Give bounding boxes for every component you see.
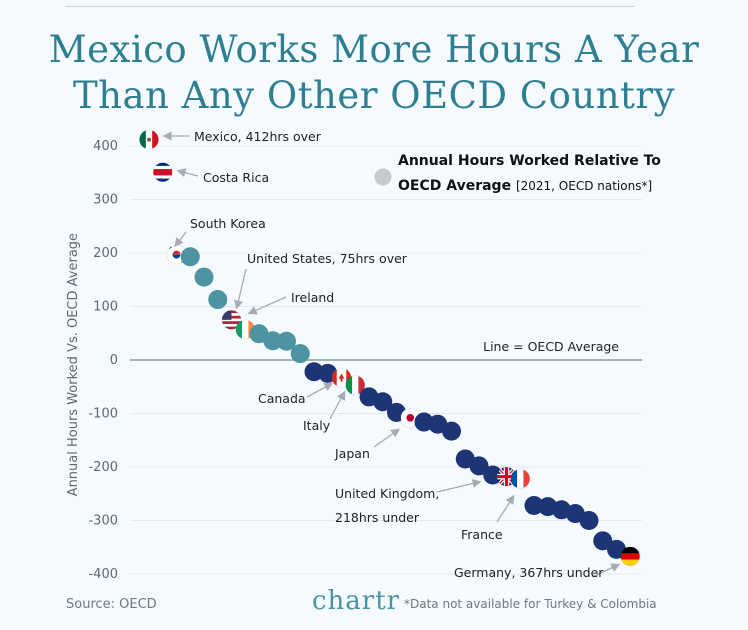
reference-line-label: Line = OECD Average bbox=[483, 339, 619, 354]
annotation-arrow bbox=[496, 494, 515, 523]
data-point bbox=[524, 496, 544, 516]
annotation: Japan bbox=[334, 428, 401, 461]
annotation: United Kingdom, 218hrs under bbox=[335, 479, 482, 525]
y-tick-label: 300 bbox=[93, 193, 118, 208]
top-divider bbox=[65, 6, 635, 7]
annotation-arrow bbox=[591, 563, 621, 578]
annotation-arrow bbox=[174, 231, 187, 248]
data-point bbox=[483, 465, 503, 485]
annotation-label: Costa Rica bbox=[203, 170, 269, 185]
annotation: France bbox=[461, 494, 515, 542]
annotation: Italy bbox=[303, 390, 346, 433]
mexico-flag-point bbox=[139, 130, 159, 150]
data-point bbox=[442, 421, 461, 441]
annotation-label: France bbox=[461, 527, 503, 542]
chart-title-line-2: Than Any Other OECD Country bbox=[72, 74, 676, 117]
italy-flag-point bbox=[345, 375, 365, 395]
chart-title-line-1: Mexico Works More Hours A Year bbox=[48, 28, 700, 71]
legend-title: Annual Hours Worked Relative To bbox=[398, 153, 661, 169]
france-flag-point bbox=[510, 469, 530, 489]
y-tick-label: -300 bbox=[88, 514, 118, 529]
data-point bbox=[208, 290, 228, 310]
data-point bbox=[277, 331, 296, 351]
y-tick-label: 0 bbox=[110, 353, 118, 368]
annotation: United States, 75hrs over bbox=[234, 251, 408, 310]
y-tick-label: -400 bbox=[88, 567, 118, 582]
annotation-arrow bbox=[373, 428, 401, 448]
data-point bbox=[469, 456, 489, 476]
annotation-label: 218hrs under bbox=[335, 510, 420, 525]
annotation-label: United Kingdom, bbox=[335, 486, 439, 501]
annotation: Germany, 367hrs under bbox=[454, 563, 621, 580]
data-point bbox=[194, 267, 214, 287]
chartr-logo: chartr bbox=[312, 586, 401, 616]
annotation-label: Germany, 367hrs under bbox=[454, 565, 604, 580]
annotation: Ireland bbox=[247, 290, 334, 315]
points-layer bbox=[139, 129, 641, 567]
annotation-arrow bbox=[436, 479, 482, 493]
annotation: South Korea bbox=[174, 216, 266, 248]
data-point bbox=[579, 511, 599, 530]
data-point bbox=[373, 392, 393, 412]
y-tick-label: -200 bbox=[88, 460, 118, 475]
legend-dot bbox=[374, 168, 392, 186]
footnote: *Data not available for Turkey & Colombi… bbox=[404, 597, 657, 611]
y-tick-label: 200 bbox=[93, 246, 118, 261]
annotation-arrow bbox=[176, 168, 199, 178]
annotation-label: Japan bbox=[334, 446, 370, 461]
data-point bbox=[263, 331, 283, 351]
annotation-arrow bbox=[329, 390, 346, 420]
usa-flag-point bbox=[222, 310, 241, 330]
annotation-arrow bbox=[306, 382, 334, 398]
y-axis-label: Annual Hours Worked Vs. OECD Average bbox=[66, 233, 81, 496]
annotation: Costa Rica bbox=[176, 168, 269, 185]
annotation: Mexico, 412hrs over bbox=[162, 129, 322, 144]
annotation: Canada bbox=[258, 382, 334, 406]
data-point bbox=[304, 362, 324, 382]
annotation-label: Italy bbox=[303, 418, 331, 433]
data-point bbox=[290, 344, 310, 364]
legend-subtitle: [2021, OECD nations*] bbox=[516, 179, 652, 193]
source-note: Source: OECD bbox=[66, 597, 157, 612]
annotation-label: Canada bbox=[258, 391, 306, 406]
y-tick-label: 100 bbox=[93, 300, 118, 315]
y-tick-label: 400 bbox=[93, 139, 118, 154]
costa-rica-flag-point bbox=[153, 162, 173, 182]
annotation-label: South Korea bbox=[190, 216, 266, 231]
data-point bbox=[593, 531, 613, 551]
y-tick-label: -100 bbox=[88, 407, 118, 422]
annotation-label: United States, 75hrs over bbox=[247, 251, 408, 266]
germany-flag-point bbox=[620, 546, 640, 566]
legend-title: OECD Average [2021, OECD nations*] bbox=[398, 178, 652, 194]
annotation-label: Ireland bbox=[291, 290, 334, 305]
annotation-arrow bbox=[234, 268, 247, 310]
annotation-arrow bbox=[247, 296, 287, 315]
annotation-label: Mexico, 412hrs over bbox=[194, 129, 322, 144]
data-point bbox=[180, 247, 200, 267]
